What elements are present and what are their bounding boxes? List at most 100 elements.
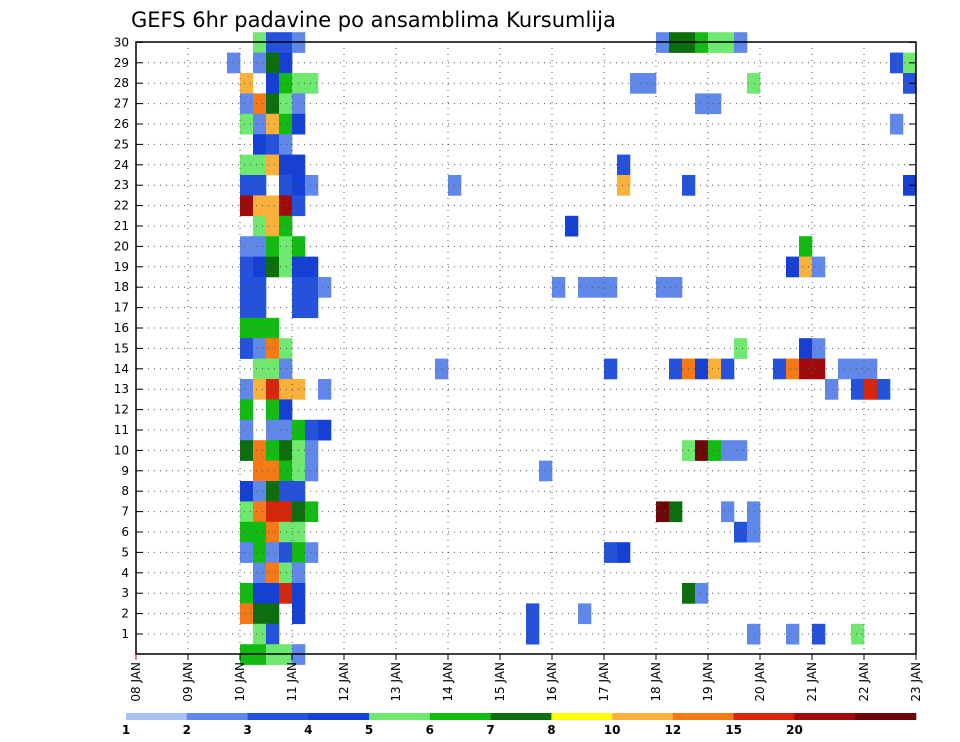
heatmap-cell — [279, 399, 293, 421]
heatmap-cell — [266, 501, 280, 523]
heatmap-cell — [240, 521, 254, 543]
y-tick-label: 4 — [121, 566, 129, 580]
heatmap-cell — [253, 501, 267, 523]
y-tick-label: 27 — [114, 97, 129, 111]
y-tick-label: 23 — [114, 178, 129, 192]
x-tick-label: 08 JAN — [129, 662, 143, 702]
heatmap-cell — [240, 419, 254, 441]
heatmap-cell — [305, 419, 319, 441]
colorbar-label: 3 — [243, 723, 251, 737]
heatmap-cell — [266, 195, 280, 217]
colorbar-label: 7 — [486, 723, 494, 737]
colorbar-swatch — [429, 713, 491, 720]
heatmap-cell — [253, 460, 267, 482]
heatmap-cell — [253, 317, 267, 339]
y-tick-label: 12 — [114, 403, 129, 417]
heatmap-cell — [812, 623, 826, 645]
heatmap-cell — [279, 195, 293, 217]
heatmap-cell — [721, 501, 735, 523]
heatmap-cell — [617, 175, 631, 196]
heatmap-cell — [279, 215, 293, 237]
y-tick-label: 5 — [121, 545, 129, 559]
heatmap-cell — [266, 583, 280, 604]
heatmap-cell — [279, 358, 293, 380]
y-tick-label: 16 — [114, 321, 129, 335]
x-tick-label: 15 JAN — [493, 662, 507, 702]
x-tick-label: 14 JAN — [441, 662, 455, 702]
y-tick-label: 30 — [114, 35, 129, 49]
x-tick-label: 19 JAN — [701, 662, 715, 702]
heatmap-cell — [279, 175, 293, 196]
y-tick-label: 7 — [121, 505, 129, 519]
heatmap-cell — [617, 542, 631, 563]
heatmap-cell — [253, 583, 267, 604]
heatmap-cell — [708, 93, 722, 115]
heatmap-cell — [643, 73, 657, 94]
x-tick-label: 12 JAN — [337, 662, 351, 702]
heatmap-cell — [279, 521, 293, 543]
heatmap-cell — [864, 358, 878, 380]
y-tick-label: 8 — [121, 484, 129, 498]
heatmap-cell — [773, 358, 787, 380]
heatmap-cell — [253, 134, 267, 155]
heatmap-cell — [279, 542, 293, 563]
y-tick-label: 28 — [114, 76, 129, 90]
heatmap-cell — [240, 195, 254, 217]
heatmap-cell — [253, 440, 267, 461]
heatmap-cell — [240, 440, 254, 461]
heatmap-cell — [253, 52, 267, 74]
heatmap-cell — [851, 358, 865, 380]
heatmap-cell — [253, 195, 267, 217]
heatmap-cell — [812, 256, 826, 278]
colorbar-swatch — [551, 713, 613, 720]
heatmap-cell — [253, 542, 267, 563]
heatmap-cell — [240, 236, 254, 257]
heatmap-cell — [240, 338, 254, 359]
y-axis-ticks: 1234567891011121314151617181920212223242… — [114, 35, 916, 641]
heatmap-cell — [279, 93, 293, 115]
colorbar-label: 2 — [183, 723, 191, 737]
heatmap-cell — [305, 175, 319, 196]
y-tick-label: 9 — [121, 464, 129, 478]
x-tick-label: 10 JAN — [233, 662, 247, 702]
heatmap-cell — [552, 277, 566, 298]
x-tick-label: 16 JAN — [545, 662, 559, 702]
heatmap-cell — [890, 113, 904, 135]
heatmap-cell — [539, 460, 553, 482]
colorbar-label: 10 — [604, 723, 621, 737]
heatmap-cell — [786, 358, 800, 380]
heatmap-cell — [253, 154, 267, 176]
heatmap-cell — [669, 358, 683, 380]
heatmap-cell — [695, 93, 709, 115]
colorbar-swatch — [672, 713, 734, 720]
heatmap-cell — [734, 440, 748, 461]
heatmap-cell — [279, 379, 293, 400]
heatmap-cell — [799, 338, 813, 359]
heatmap-cell — [578, 277, 592, 298]
heatmap-cell — [253, 215, 267, 237]
colorbar-label: 6 — [426, 723, 434, 737]
heatmap-cell — [279, 154, 293, 176]
heatmap-cell — [266, 460, 280, 482]
x-tick-label: 11 JAN — [285, 662, 299, 702]
x-tick-label: 17 JAN — [597, 662, 611, 702]
heatmap-cell — [617, 154, 631, 176]
colorbar-swatch — [490, 713, 552, 720]
heatmap-cell — [747, 521, 761, 543]
heatmap-cell — [266, 379, 280, 400]
heatmap-cell — [266, 358, 280, 380]
heatmap-cell — [656, 277, 670, 298]
x-tick-label: 21 JAN — [805, 662, 819, 702]
heatmap-cell — [279, 52, 293, 74]
heatmap-cell — [253, 93, 267, 115]
heatmap-cell — [669, 277, 683, 298]
heatmap-cell — [266, 338, 280, 359]
heatmap-cell — [253, 277, 267, 298]
heatmap-cell — [240, 93, 254, 115]
heatmap-cell — [279, 236, 293, 257]
heatmap-cell — [435, 358, 449, 380]
colorbar-swatch — [855, 713, 917, 720]
heatmap-cell — [591, 277, 605, 298]
heatmap-cell — [565, 215, 579, 237]
colorbar-swatch — [733, 713, 795, 720]
